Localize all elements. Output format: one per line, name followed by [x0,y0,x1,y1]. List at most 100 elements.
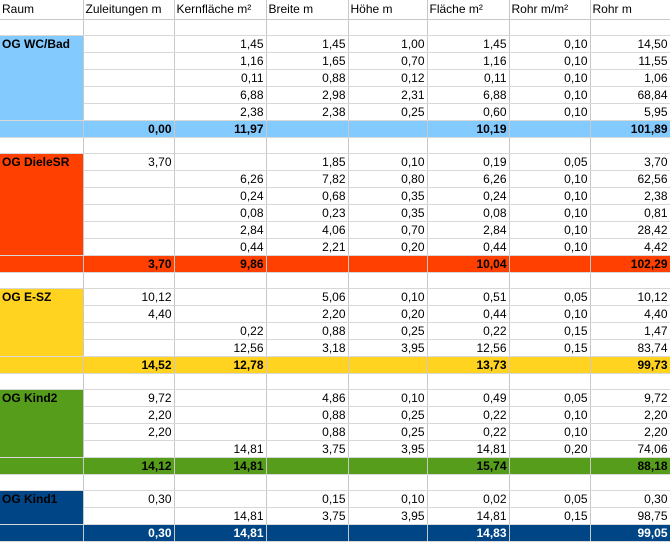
value-cell[interactable]: 14,81 [427,440,510,458]
value-cell[interactable]: 0,11 [174,69,267,87]
value-cell[interactable]: 98,75 [590,507,670,525]
sum-cell[interactable]: 10,04 [427,255,510,273]
value-cell[interactable]: 1,06 [590,69,670,87]
value-cell[interactable]: 0,68 [266,187,349,205]
column-header[interactable]: Höhe m [348,0,428,20]
value-cell[interactable]: 2,38 [174,103,267,121]
sum-cell[interactable] [348,120,428,138]
value-cell[interactable] [83,86,175,104]
empty-cell[interactable] [83,373,175,390]
value-cell[interactable]: 2,98 [266,86,349,104]
empty-cell[interactable] [348,373,428,390]
sum-cell[interactable] [509,524,591,542]
sum-cell[interactable] [348,524,428,542]
value-cell[interactable]: 0,10 [509,221,591,239]
empty-cell[interactable] [590,474,670,491]
empty-cell[interactable] [590,137,670,154]
value-cell[interactable] [83,187,175,205]
empty-cell[interactable] [174,373,267,390]
sum-label-cell[interactable] [0,457,84,475]
value-cell[interactable]: 4,86 [266,389,349,407]
value-cell[interactable]: 4,40 [590,305,670,323]
empty-cell[interactable] [348,19,428,36]
value-cell[interactable]: 0,10 [509,204,591,222]
column-header[interactable]: Fläche m² [427,0,510,20]
value-cell[interactable]: 0,22 [427,322,510,340]
value-cell[interactable] [83,339,175,357]
value-cell[interactable] [83,204,175,222]
empty-cell[interactable] [590,272,670,289]
empty-cell[interactable] [0,19,84,36]
value-cell[interactable]: 0,70 [348,52,428,70]
sum-cell[interactable] [266,524,349,542]
value-cell[interactable]: 0,80 [348,170,428,188]
value-cell[interactable]: 1,16 [174,52,267,70]
value-cell[interactable]: 2,20 [83,406,175,424]
empty-cell[interactable] [427,272,510,289]
value-cell[interactable]: 12,56 [427,339,510,357]
value-cell[interactable]: 10,12 [590,288,670,306]
empty-cell[interactable] [266,137,349,154]
sum-cell[interactable] [509,457,591,475]
value-cell[interactable]: 0,88 [266,69,349,87]
value-cell[interactable]: 3,75 [266,507,349,525]
empty-cell[interactable] [348,137,428,154]
empty-cell[interactable] [509,272,591,289]
value-cell[interactable]: 0,20 [348,238,428,256]
value-cell[interactable]: 0,08 [427,204,510,222]
value-cell[interactable]: 6,26 [427,170,510,188]
empty-cell[interactable] [509,474,591,491]
empty-cell[interactable] [0,474,84,491]
value-cell[interactable]: 3,95 [348,339,428,357]
empty-cell[interactable] [266,474,349,491]
value-cell[interactable]: 0,44 [174,238,267,256]
empty-cell[interactable] [0,373,84,390]
value-cell[interactable] [174,288,267,306]
value-cell[interactable] [174,406,267,424]
value-cell[interactable]: 10,12 [83,288,175,306]
value-cell[interactable]: 0,88 [266,406,349,424]
sum-cell[interactable] [348,457,428,475]
room-name-cell[interactable]: OG E-SZ [0,288,84,357]
room-name-cell[interactable]: OG Kind2 [0,389,84,458]
empty-cell[interactable] [174,474,267,491]
value-cell[interactable] [174,490,267,508]
value-cell[interactable]: 3,95 [348,440,428,458]
empty-cell[interactable] [174,272,267,289]
value-cell[interactable]: 7,82 [266,170,349,188]
empty-cell[interactable] [83,474,175,491]
value-cell[interactable]: 0,02 [427,490,510,508]
value-cell[interactable]: 0,70 [348,221,428,239]
value-cell[interactable] [83,322,175,340]
value-cell[interactable] [83,35,175,53]
value-cell[interactable]: 0,22 [427,406,510,424]
value-cell[interactable]: 4,42 [590,238,670,256]
sum-cell[interactable] [348,356,428,374]
value-cell[interactable]: 0,10 [509,103,591,121]
value-cell[interactable]: 0,60 [427,103,510,121]
column-header[interactable]: Zuleitungen m [83,0,175,20]
value-cell[interactable]: 1,65 [266,52,349,70]
value-cell[interactable]: 0,05 [509,153,591,171]
value-cell[interactable]: 0,10 [348,153,428,171]
value-cell[interactable]: 4,06 [266,221,349,239]
value-cell[interactable]: 3,18 [266,339,349,357]
value-cell[interactable] [83,221,175,239]
value-cell[interactable]: 0,25 [348,406,428,424]
empty-cell[interactable] [427,474,510,491]
value-cell[interactable]: 0,08 [174,204,267,222]
value-cell[interactable]: 0,19 [427,153,510,171]
sum-cell[interactable]: 101,89 [590,120,670,138]
value-cell[interactable]: 1,45 [266,35,349,53]
value-cell[interactable] [83,170,175,188]
value-cell[interactable]: 0,10 [509,406,591,424]
value-cell[interactable]: 0,15 [509,507,591,525]
value-cell[interactable]: 5,06 [266,288,349,306]
sum-cell[interactable]: 14,81 [174,524,267,542]
empty-cell[interactable] [0,137,84,154]
value-cell[interactable]: 0,10 [509,35,591,53]
value-cell[interactable]: 3,70 [590,153,670,171]
value-cell[interactable]: 11,55 [590,52,670,70]
value-cell[interactable]: 2,20 [590,406,670,424]
sum-cell[interactable]: 14,12 [83,457,175,475]
